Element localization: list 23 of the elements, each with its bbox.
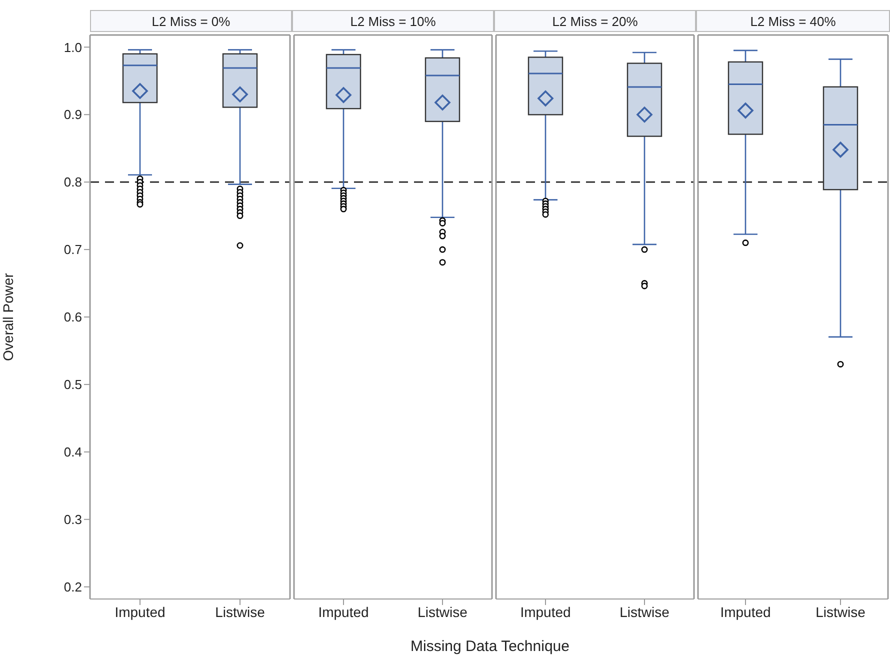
x-tick-label: Imputed: [114, 604, 166, 620]
y-tick-label: 0.5: [64, 377, 82, 392]
y-tick-label: 0.9: [64, 107, 82, 122]
y-tick-label: 1.0: [64, 40, 82, 55]
chart-title: L2 Miss = 10%: [292, 10, 494, 32]
x-tick-label: Listwise: [816, 604, 866, 620]
chart-title: L2 Miss = 0%: [90, 10, 292, 32]
x-tick-label: Listwise: [418, 604, 468, 620]
x-tick-label: Imputed: [720, 604, 771, 620]
x-tick-label: Listwise: [215, 604, 266, 620]
x-axis-title: Missing Data Technique: [410, 638, 570, 655]
y-tick-label: 0.4: [64, 444, 82, 460]
x-tick-label: Imputed: [318, 604, 369, 620]
x-tick-label: Listwise: [620, 604, 670, 620]
y-tick-label: 0.8: [64, 174, 82, 190]
y-tick-label: 0.2: [64, 579, 82, 594]
x-tick-label: Imputed: [520, 604, 571, 620]
y-tick-label: 0.3: [64, 512, 82, 528]
y-tick-label: 0.7: [64, 242, 82, 258]
y-axis-title: Overall Power: [0, 272, 16, 361]
chart-title: L2 Miss = 40%: [696, 10, 890, 32]
y-tick-label: 0.6: [64, 310, 82, 325]
chart-title: L2 Miss = 20%: [494, 10, 696, 32]
